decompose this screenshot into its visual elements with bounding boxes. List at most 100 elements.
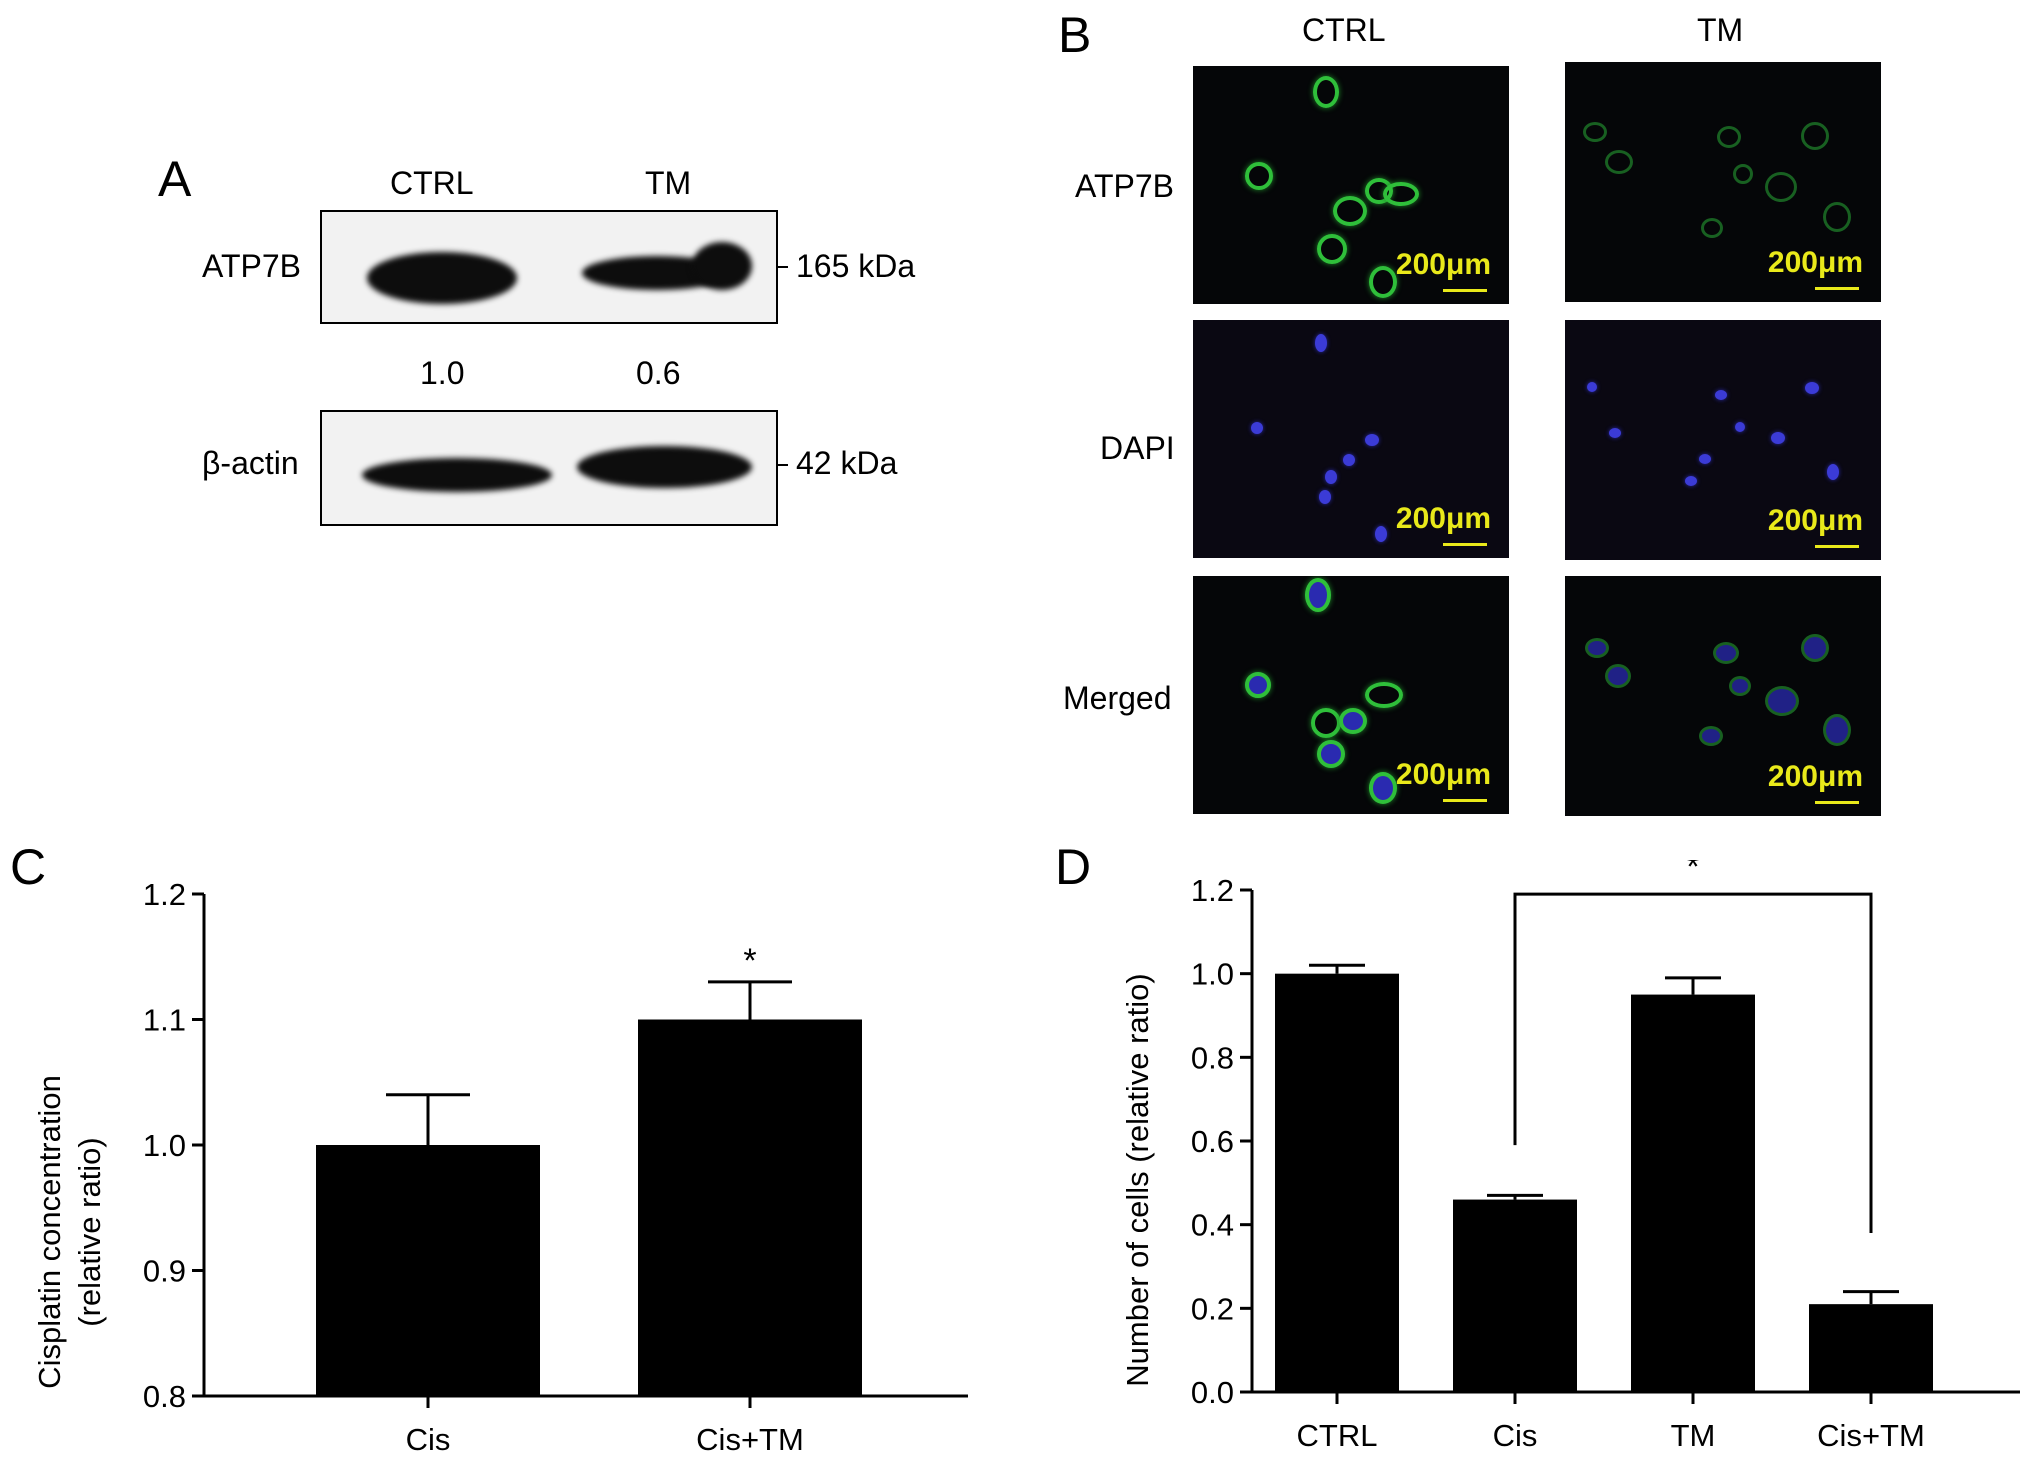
panel-b-letter: B: [1058, 7, 1092, 63]
micrograph-merged-tm: 200μm: [1565, 576, 1881, 816]
micrograph-merged-ctrl: 200μm: [1193, 576, 1509, 814]
y-tick-label: 0.6: [1191, 1124, 1234, 1159]
significance-marker: *: [1686, 860, 1699, 886]
bar-cis-tm: [638, 1019, 862, 1396]
lane-label-ctrl: CTRL: [390, 165, 474, 201]
bar-cis: [1453, 1199, 1577, 1392]
x-tick-label: Cis+TM: [1817, 1418, 1925, 1453]
cell: [1765, 172, 1797, 202]
cell: [1369, 266, 1397, 298]
cell: [1823, 202, 1851, 232]
y-axis-label: Number of cells (relative ratio): [1120, 973, 1155, 1386]
cell: [1365, 682, 1403, 708]
cell: [1251, 422, 1263, 434]
cell: [1365, 434, 1379, 446]
cell: [1369, 772, 1397, 804]
cell: [1245, 672, 1271, 698]
cell: [1701, 218, 1723, 238]
cell: [1339, 708, 1367, 734]
comparison-bracket: [1513, 892, 1873, 1234]
micrograph-dapi-tm: 200μm: [1565, 320, 1881, 560]
cell: [1343, 454, 1355, 466]
scale-bar: [1443, 799, 1487, 802]
cell: [1605, 664, 1631, 688]
y-axis-label-line1: Cisplatin concentration: [32, 1075, 67, 1389]
atp7b-blot: [320, 210, 778, 324]
cell: [1317, 740, 1345, 768]
cell: [1805, 382, 1819, 394]
scale-bar: [1815, 545, 1859, 548]
cell: [1317, 234, 1347, 264]
cell: [1827, 464, 1839, 480]
actin-size-label: 42 kDa: [796, 445, 898, 481]
cell: [1735, 422, 1745, 432]
cell: [1245, 162, 1273, 190]
atp7b-size-tick: [778, 266, 788, 268]
x-tick-label: Cis: [1493, 1418, 1538, 1453]
scale-bar: [1443, 289, 1487, 292]
scale-label: 200μm: [1395, 502, 1491, 535]
cell: [1801, 122, 1829, 150]
cell: [1713, 642, 1739, 664]
cell: [1729, 676, 1751, 696]
bar-ctrl: [1275, 973, 1399, 1392]
scale-bar: [1815, 287, 1859, 290]
actin-band-ctrl: [362, 458, 552, 492]
row-label-merged: Merged: [1063, 680, 1172, 716]
cell: [1375, 526, 1387, 542]
cell: [1313, 76, 1339, 108]
atp7b-band-ctrl: [367, 252, 517, 304]
x-tick-label: TM: [1671, 1418, 1716, 1453]
panel-c-letter: C: [10, 839, 47, 895]
blot-label-atp7b: ATP7B: [202, 248, 301, 284]
actin-band-tm: [577, 446, 752, 488]
cell: [1765, 686, 1799, 716]
scale-label: 200μm: [1395, 248, 1491, 281]
y-axis-label-line2: (relative ratio): [72, 1137, 107, 1327]
row-label-atp7b: ATP7B: [1075, 168, 1174, 204]
chart-d: 0.0 0.2 0.4 0.6 0.8 1.0 1.2 CTRL Cis TM Cis+TM Numb…: [1120, 860, 2020, 1453]
y-tick-label: 0.9: [143, 1254, 186, 1289]
atp7b-size-label: 165 kDa: [796, 248, 916, 284]
blot-label-beta-actin: β-actin: [202, 445, 299, 481]
panel-d-letter: D: [1055, 839, 1092, 895]
x-tick-label: CTRL: [1297, 1418, 1378, 1453]
chart-c: 0.8 0.9 1.0 1.1 1.2 Cis Cis+TM * Cisplatin conce…: [32, 877, 968, 1457]
bar-cis: [316, 1145, 540, 1396]
y-tick-label: 1.2: [143, 877, 186, 912]
cell: [1605, 150, 1633, 174]
y-tick-label: 0.4: [1191, 1208, 1234, 1243]
cell: [1305, 578, 1331, 612]
y-tick-label: 1.0: [143, 1128, 186, 1163]
beta-actin-blot: [320, 410, 778, 526]
cell: [1801, 634, 1829, 662]
scale-label: 200μm: [1767, 246, 1863, 279]
ratio-ctrl: 1.0: [420, 355, 465, 391]
y-tick-label: 0.8: [1191, 1040, 1234, 1075]
y-tick-label: 0.0: [1191, 1375, 1234, 1410]
scale-bar: [1443, 543, 1487, 546]
cell: [1319, 490, 1331, 504]
cell: [1333, 196, 1367, 226]
cell: [1771, 432, 1785, 444]
cell: [1823, 714, 1851, 746]
cell: [1325, 470, 1337, 484]
cell: [1583, 122, 1607, 142]
cell: [1585, 638, 1609, 658]
cell: [1699, 454, 1711, 464]
cell: [1383, 182, 1419, 206]
ratio-tm: 0.6: [636, 355, 681, 391]
scale-bar: [1815, 801, 1859, 804]
scale-label: 200μm: [1767, 504, 1863, 537]
row-label-dapi: DAPI: [1100, 430, 1175, 466]
cell: [1715, 390, 1727, 400]
column-label-tm: TM: [1697, 12, 1744, 48]
x-tick-label: Cis+TM: [696, 1422, 804, 1457]
significance-marker: *: [743, 942, 756, 980]
cell: [1717, 126, 1741, 148]
lane-label-tm: TM: [645, 165, 692, 201]
y-tick-label: 1.0: [1191, 957, 1234, 992]
cell: [1699, 726, 1723, 746]
y-tick-label: 0.2: [1191, 1291, 1234, 1326]
y-tick-label: 1.1: [143, 1003, 186, 1038]
